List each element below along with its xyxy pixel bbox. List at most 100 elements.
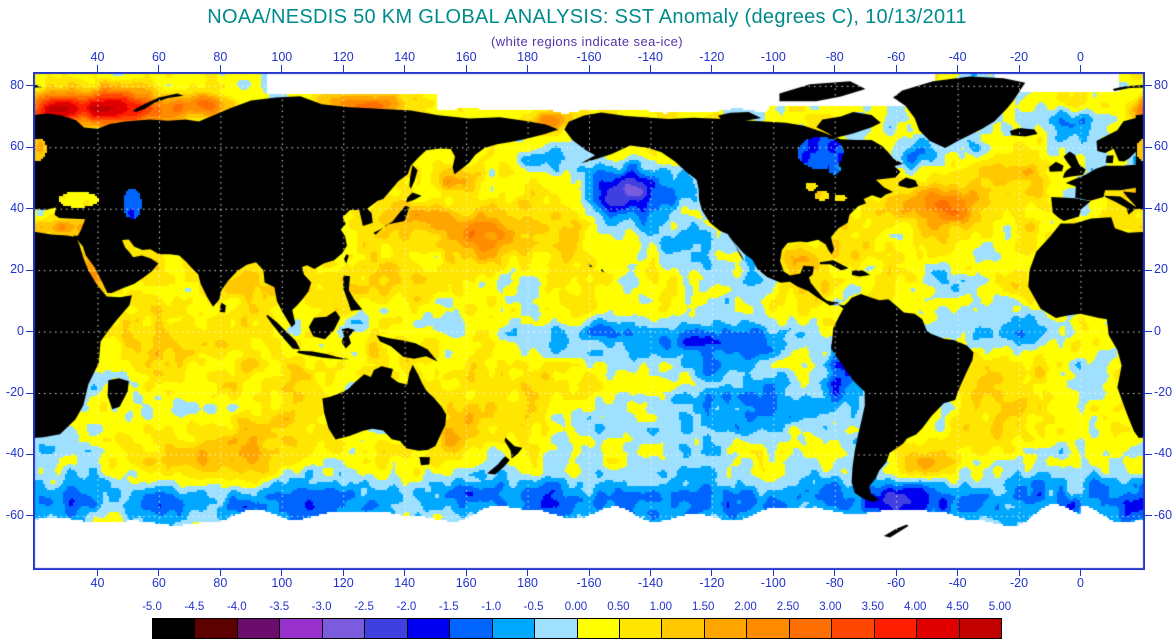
lon-tick-label-bottom: 180	[517, 576, 538, 590]
lon-tick-bottom	[649, 570, 651, 576]
lat-tick-label-right: -20	[1154, 385, 1173, 400]
colorbar-tick-label: 1.00	[649, 601, 672, 613]
lon-tick-label-top: -140	[637, 50, 663, 64]
lon-tick-label-bottom: -140	[637, 576, 663, 590]
colorbar-segment	[153, 619, 196, 638]
colorbar-segment	[789, 619, 833, 638]
lon-tick-top	[281, 65, 283, 72]
lon-tick-bottom	[957, 570, 959, 576]
lat-tick-right	[1145, 269, 1152, 271]
lon-tick-bottom	[588, 570, 590, 576]
colorbar-tick-label: -0.5	[523, 601, 544, 613]
lon-tick-top	[158, 65, 160, 72]
lon-tick-label-top: 60	[151, 50, 166, 64]
lon-tick-top	[219, 65, 221, 72]
lon-tick-bottom	[281, 570, 283, 576]
lon-tick-bottom	[342, 570, 344, 576]
lat-tick-right	[1145, 208, 1152, 210]
lon-tick-top	[342, 65, 344, 72]
lat-tick-left	[26, 269, 33, 271]
lat-tick-label-right: 40	[1154, 200, 1168, 215]
lon-tick-label-bottom: -60	[887, 576, 906, 590]
lon-tick-bottom	[1079, 570, 1081, 576]
lon-tick-label-bottom: 120	[332, 576, 354, 590]
colorbar-tick-label: -1.0	[481, 601, 502, 613]
colorbar-tick-label: 4.00	[903, 601, 927, 613]
lat-tick-label-left: 0	[17, 323, 24, 338]
colorbar-tick-label: -4.0	[226, 601, 247, 613]
lon-tick-label-top: -80	[825, 50, 844, 64]
colorbar-segment	[619, 619, 663, 638]
colorbar-tick-label: 2.50	[776, 601, 800, 613]
colorbar-segment	[917, 619, 960, 638]
lon-tick-top	[404, 65, 406, 72]
lat-tick-label-right: 80	[1154, 77, 1168, 92]
colorbar-tick-label: -3.5	[269, 601, 290, 613]
colorbar-tick-label: 1.50	[691, 601, 715, 613]
colorbar-segment	[874, 619, 918, 638]
colorbar-tick-label: 2.00	[734, 601, 757, 613]
colorbar-segment	[322, 619, 366, 638]
lat-tick-label-right: -60	[1154, 507, 1173, 522]
lon-tick-bottom	[834, 570, 836, 576]
lon-tick-label-bottom: -80	[825, 576, 844, 590]
lon-tick-top	[465, 65, 467, 72]
lon-tick-bottom	[711, 570, 713, 576]
lon-tick-label-bottom: 60	[151, 576, 166, 590]
lat-tick-label-right: 20	[1154, 262, 1168, 277]
lon-tick-bottom	[404, 570, 406, 576]
lat-tick-label-left: 20	[10, 262, 24, 277]
colorbar-tick-label: 5.00	[988, 601, 1012, 613]
colorbar-segment	[832, 619, 875, 638]
lon-tick-label-top: -40	[948, 50, 967, 64]
page-title: NOAA/NESDIS 50 KM GLOBAL ANALYSIS: SST A…	[207, 6, 967, 28]
lon-tick-bottom	[219, 570, 221, 576]
colorbar-segment	[535, 619, 578, 638]
colorbar	[152, 618, 1002, 639]
colorbar-tick-label: -3.0	[311, 601, 332, 613]
colorbar-segment	[365, 619, 408, 638]
lon-tick-label-top: 100	[271, 50, 293, 64]
lon-tick-label-bottom: 80	[213, 576, 228, 590]
lon-tick-bottom	[895, 570, 897, 576]
colorbar-segment	[704, 619, 748, 638]
colorbar-tick-label: -1.5	[438, 601, 459, 613]
lat-tick-label-left: -40	[5, 446, 24, 461]
lat-tick-label-left: 80	[10, 77, 24, 92]
lon-tick-label-top: 140	[394, 50, 416, 64]
colorbar-tick-label: 3.50	[861, 601, 884, 613]
lon-tick-top	[711, 65, 713, 72]
colorbar-tick-label: -4.5	[184, 601, 205, 613]
lon-tick-bottom	[158, 570, 160, 576]
colorbar-tick-label: 0.00	[564, 601, 588, 613]
lon-tick-label-top: 160	[455, 50, 477, 64]
lon-tick-label-top: -120	[699, 50, 725, 64]
lon-tick-label-bottom: 140	[394, 576, 416, 590]
lat-tick-right	[1145, 515, 1152, 517]
lat-tick-label-left: -20	[5, 385, 24, 400]
lat-tick-right	[1145, 392, 1152, 394]
colorbar-tick-label: 4.50	[946, 601, 969, 613]
lon-tick-label-top: -160	[576, 50, 602, 64]
lon-tick-label-top: 120	[332, 50, 354, 64]
lon-tick-label-top: -100	[760, 50, 786, 64]
colorbar-segment	[407, 619, 451, 638]
lon-tick-bottom	[1018, 570, 1020, 576]
lon-tick-top	[97, 65, 98, 72]
page-subtitle: (white regions indicate sea-ice)	[491, 34, 683, 49]
colorbar-labels: -5.0 -4.5 -4.0 -3.5 -3.0 -2.5 -2.0 -1.5 -1.0 -0.5…	[0, 601, 1174, 616]
lat-tick-right	[1145, 85, 1152, 87]
colorbar-tick-label: 3.00	[819, 601, 842, 613]
colorbar-segment	[959, 619, 1002, 638]
lon-tick-label-bottom: 160	[455, 576, 477, 590]
lat-tick-label-right: 0	[1154, 323, 1161, 338]
lon-tick-top	[834, 65, 836, 72]
lat-tick-left	[26, 331, 33, 333]
lon-tick-label-top: -60	[887, 50, 906, 64]
lon-tick-top	[649, 65, 651, 72]
lat-tick-right	[1145, 453, 1152, 455]
colorbar-segment	[195, 619, 238, 638]
lon-tick-bottom	[772, 570, 774, 576]
lon-tick-label-bottom: -100	[760, 576, 786, 590]
